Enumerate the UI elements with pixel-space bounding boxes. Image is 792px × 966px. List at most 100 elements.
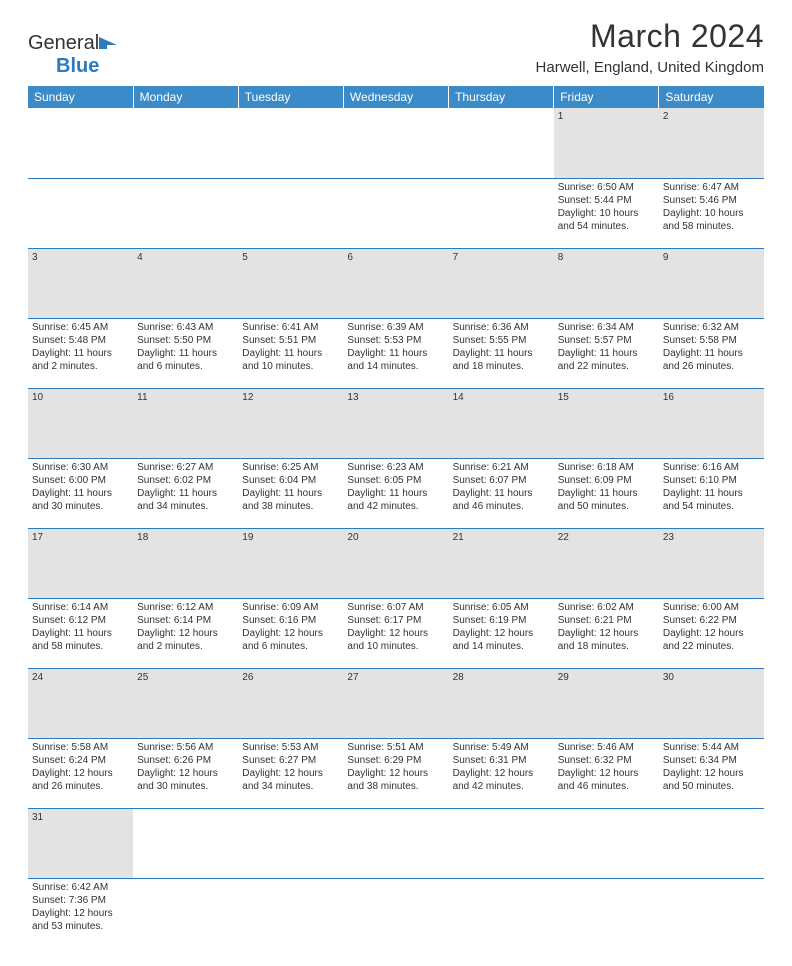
day-number: 24 bbox=[28, 668, 133, 738]
sunset-text: Sunset: 6:17 PM bbox=[347, 614, 444, 627]
sunrise-text: Sunrise: 5:44 AM bbox=[663, 741, 760, 754]
day-number: 4 bbox=[133, 248, 238, 318]
sunrise-text: Sunrise: 6:18 AM bbox=[558, 461, 655, 474]
day2-text: and 22 minutes. bbox=[558, 360, 655, 373]
day1-text: Daylight: 11 hours bbox=[32, 347, 129, 360]
sunset-text: Sunset: 6:09 PM bbox=[558, 474, 655, 487]
sunset-text: Sunset: 6:00 PM bbox=[32, 474, 129, 487]
day-number bbox=[238, 108, 343, 178]
day-number: 23 bbox=[659, 528, 764, 598]
day-cell bbox=[343, 878, 448, 948]
weekday-header: Wednesday bbox=[343, 86, 448, 108]
day-number: 3 bbox=[28, 248, 133, 318]
day-number: 25 bbox=[133, 668, 238, 738]
day-number bbox=[133, 808, 238, 878]
day-cell: Sunrise: 6:34 AMSunset: 5:57 PMDaylight:… bbox=[554, 318, 659, 388]
sunset-text: Sunset: 6:24 PM bbox=[32, 754, 129, 767]
day1-text: Daylight: 12 hours bbox=[242, 627, 339, 640]
sunset-text: Sunset: 6:32 PM bbox=[558, 754, 655, 767]
sunset-text: Sunset: 6:05 PM bbox=[347, 474, 444, 487]
day-number: 22 bbox=[554, 528, 659, 598]
day1-text: Daylight: 11 hours bbox=[32, 487, 129, 500]
day-number bbox=[343, 808, 448, 878]
sunrise-text: Sunrise: 5:58 AM bbox=[32, 741, 129, 754]
day1-text: Daylight: 12 hours bbox=[137, 767, 234, 780]
day-number: 13 bbox=[343, 388, 448, 458]
day-number: 16 bbox=[659, 388, 764, 458]
sunrise-text: Sunrise: 6:23 AM bbox=[347, 461, 444, 474]
day2-text: and 22 minutes. bbox=[663, 640, 760, 653]
weekday-header-row: Sunday Monday Tuesday Wednesday Thursday… bbox=[28, 86, 764, 108]
weekday-header: Saturday bbox=[659, 86, 764, 108]
sunset-text: Sunset: 6:31 PM bbox=[453, 754, 550, 767]
day-number: 17 bbox=[28, 528, 133, 598]
day-cell: Sunrise: 5:44 AMSunset: 6:34 PMDaylight:… bbox=[659, 738, 764, 808]
day-number bbox=[133, 108, 238, 178]
day-number bbox=[343, 108, 448, 178]
sunset-text: Sunset: 5:48 PM bbox=[32, 334, 129, 347]
sunset-text: Sunset: 6:02 PM bbox=[137, 474, 234, 487]
day2-text: and 58 minutes. bbox=[663, 220, 760, 233]
sunrise-text: Sunrise: 6:50 AM bbox=[558, 181, 655, 194]
day2-text: and 34 minutes. bbox=[242, 780, 339, 793]
day2-text: and 10 minutes. bbox=[242, 360, 339, 373]
sunset-text: Sunset: 5:57 PM bbox=[558, 334, 655, 347]
day-cell: Sunrise: 6:32 AMSunset: 5:58 PMDaylight:… bbox=[659, 318, 764, 388]
day2-text: and 46 minutes. bbox=[453, 500, 550, 513]
sunrise-text: Sunrise: 6:36 AM bbox=[453, 321, 550, 334]
sunset-text: Sunset: 5:53 PM bbox=[347, 334, 444, 347]
day-number: 21 bbox=[449, 528, 554, 598]
day2-text: and 30 minutes. bbox=[137, 780, 234, 793]
day-cell: Sunrise: 6:07 AMSunset: 6:17 PMDaylight:… bbox=[343, 598, 448, 668]
day-data-row: Sunrise: 6:45 AMSunset: 5:48 PMDaylight:… bbox=[28, 318, 764, 388]
day-number bbox=[659, 808, 764, 878]
day1-text: Daylight: 12 hours bbox=[663, 767, 760, 780]
sunset-text: Sunset: 5:46 PM bbox=[663, 194, 760, 207]
day2-text: and 30 minutes. bbox=[32, 500, 129, 513]
day-number-row: 24252627282930 bbox=[28, 668, 764, 738]
day2-text: and 38 minutes. bbox=[242, 500, 339, 513]
day-number bbox=[449, 808, 554, 878]
day-number: 20 bbox=[343, 528, 448, 598]
day1-text: Daylight: 11 hours bbox=[137, 347, 234, 360]
sunset-text: Sunset: 5:55 PM bbox=[453, 334, 550, 347]
day-number: 29 bbox=[554, 668, 659, 738]
day2-text: and 54 minutes. bbox=[663, 500, 760, 513]
day-number bbox=[554, 808, 659, 878]
sunrise-text: Sunrise: 6:30 AM bbox=[32, 461, 129, 474]
day-cell bbox=[133, 178, 238, 248]
day-cell: Sunrise: 5:49 AMSunset: 6:31 PMDaylight:… bbox=[449, 738, 554, 808]
logo-word1: General bbox=[28, 32, 99, 54]
day2-text: and 18 minutes. bbox=[453, 360, 550, 373]
weekday-header: Tuesday bbox=[238, 86, 343, 108]
day-number: 30 bbox=[659, 668, 764, 738]
day-cell bbox=[659, 878, 764, 948]
day2-text: and 50 minutes. bbox=[663, 780, 760, 793]
sunset-text: Sunset: 6:19 PM bbox=[453, 614, 550, 627]
day1-text: Daylight: 12 hours bbox=[242, 767, 339, 780]
day1-text: Daylight: 11 hours bbox=[347, 347, 444, 360]
sunset-text: Sunset: 6:34 PM bbox=[663, 754, 760, 767]
day-cell bbox=[238, 178, 343, 248]
day-number: 10 bbox=[28, 388, 133, 458]
day1-text: Daylight: 11 hours bbox=[32, 627, 129, 640]
day-number: 18 bbox=[133, 528, 238, 598]
sunset-text: Sunset: 6:22 PM bbox=[663, 614, 760, 627]
day-cell: Sunrise: 6:02 AMSunset: 6:21 PMDaylight:… bbox=[554, 598, 659, 668]
day2-text: and 46 minutes. bbox=[558, 780, 655, 793]
day1-text: Daylight: 10 hours bbox=[558, 207, 655, 220]
day-cell: Sunrise: 6:41 AMSunset: 5:51 PMDaylight:… bbox=[238, 318, 343, 388]
sunrise-text: Sunrise: 6:32 AM bbox=[663, 321, 760, 334]
sunrise-text: Sunrise: 6:21 AM bbox=[453, 461, 550, 474]
day-cell: Sunrise: 6:36 AMSunset: 5:55 PMDaylight:… bbox=[449, 318, 554, 388]
day-number: 15 bbox=[554, 388, 659, 458]
sunset-text: Sunset: 6:21 PM bbox=[558, 614, 655, 627]
day1-text: Daylight: 11 hours bbox=[453, 487, 550, 500]
logo: General Blue bbox=[28, 32, 119, 78]
day-cell: Sunrise: 6:30 AMSunset: 6:00 PMDaylight:… bbox=[28, 458, 133, 528]
day1-text: Daylight: 12 hours bbox=[558, 627, 655, 640]
day-cell bbox=[133, 878, 238, 948]
day-number: 12 bbox=[238, 388, 343, 458]
day-cell: Sunrise: 6:18 AMSunset: 6:09 PMDaylight:… bbox=[554, 458, 659, 528]
day-cell bbox=[343, 178, 448, 248]
